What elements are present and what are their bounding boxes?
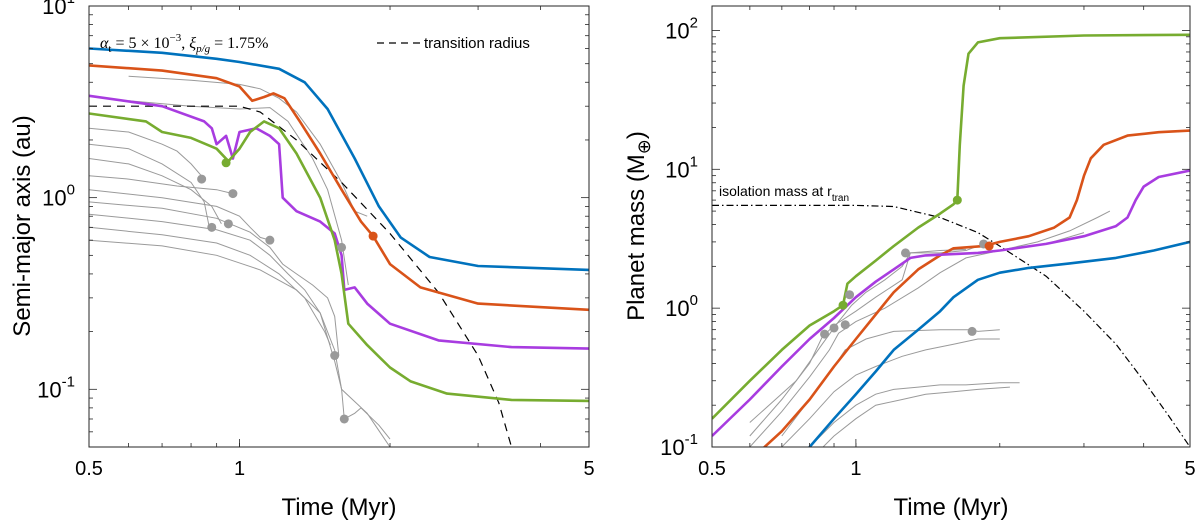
R-y-tick-label: 10-1 [660, 431, 698, 460]
R-y-tick-label: 102 [665, 14, 698, 43]
L-x-tick-label: 0.5 [75, 458, 103, 480]
R-isolation-mass-curve [712, 204, 1190, 447]
L-marker [339, 414, 349, 424]
L-y-tick-label: 100 [42, 182, 75, 211]
right-y-axis-label: Planet mass (M⊕) [623, 131, 654, 321]
R-x-tick-label: 1 [850, 458, 861, 480]
R-series-grey-f [809, 382, 1020, 447]
R-y-tick-label: 101 [665, 153, 698, 182]
L-series-grey-k [89, 239, 391, 447]
left-chart: 0.5 1 5 10-1 100 101 Semi-major axis (au) Tim… [9, 0, 595, 521]
L-marker [221, 158, 231, 168]
L-series-grey-j [89, 226, 331, 346]
right-isolation-annotation: isolation mass at rtran [719, 183, 849, 204]
L-series-grey-d [89, 143, 210, 228]
R-series-orange [762, 129, 1190, 447]
R-series-purple [712, 169, 1190, 437]
L-marker [223, 219, 233, 229]
R-marker [984, 241, 994, 251]
right-x-axis-label: Time (Myr) [893, 494, 1008, 521]
R-series-green [712, 33, 1190, 420]
left-parameter-annotation: αt = 5 × 10−3, ξp/g = 1.75% [100, 32, 269, 55]
R-y-tick-label: 100 [665, 292, 698, 321]
L-marker [368, 231, 378, 241]
L-marker [228, 189, 238, 199]
left-x-axis-label: Time (Myr) [281, 494, 396, 521]
left-plot-frame [88, 5, 590, 448]
L-marker [265, 235, 275, 245]
R-marker [845, 290, 855, 300]
L-series-grey-g [89, 189, 271, 241]
L-marker [330, 351, 340, 361]
R-marker [829, 323, 839, 333]
L-marker [197, 174, 207, 184]
R-series-grey-g [822, 386, 1010, 447]
legend-label: transition radius [424, 35, 530, 52]
R-series-grey-a [749, 248, 967, 423]
L-x-tick-label: 5 [583, 458, 594, 480]
R-marker [967, 326, 977, 336]
R-series-blue [807, 240, 1190, 447]
L-series-orange [89, 64, 589, 312]
L-series-purple [89, 94, 589, 350]
right-chart: 0.5 1 5 10-1 100 101 102 Planet mass (M⊕) Time… [623, 5, 1196, 521]
R-marker [838, 300, 848, 310]
L-transition-radius-curve [89, 105, 513, 447]
R-series-grey-c [749, 232, 1085, 447]
L-marker [337, 242, 347, 252]
L-series-grey-b [128, 100, 349, 286]
L-series-grey-h [89, 201, 340, 356]
R-x-tick-label: 0.5 [698, 458, 726, 480]
L-y-tick-label: 10-1 [37, 373, 75, 402]
right-plot-frame [711, 5, 1191, 448]
R-marker [820, 329, 830, 339]
L-x-tick-label: 1 [234, 458, 245, 480]
R-series-grey-h [999, 210, 1111, 251]
L-series-grey-e [89, 158, 222, 225]
R-marker [901, 248, 911, 258]
R-x-tick-label: 5 [1184, 458, 1195, 480]
R-series-grey-d [781, 329, 1000, 437]
R-marker [840, 320, 850, 330]
R-marker [952, 195, 962, 205]
R-series-grey-e [781, 338, 1000, 447]
L-y-tick-label: 101 [42, 0, 75, 19]
L-series-green [89, 112, 589, 403]
L-series-blue [89, 47, 589, 272]
L-series-grey-f [89, 175, 234, 195]
left-y-axis-label: Semi-major axis (au) [9, 115, 36, 336]
L-series-grey-c [89, 127, 205, 180]
L-marker [207, 222, 217, 232]
